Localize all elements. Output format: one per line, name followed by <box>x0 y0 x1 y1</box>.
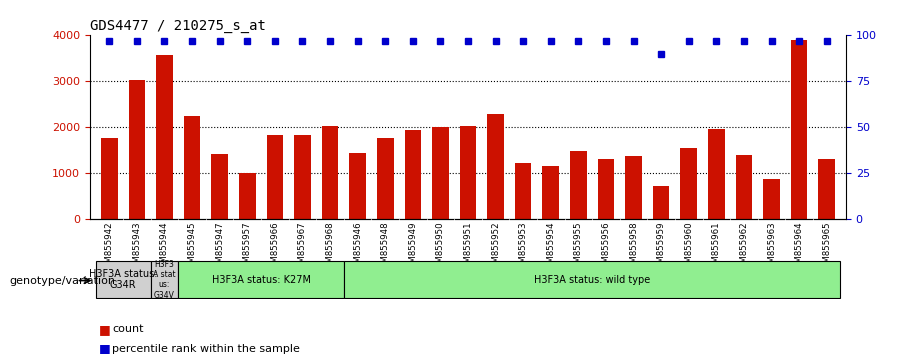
Text: GSM855952: GSM855952 <box>491 222 500 274</box>
Text: GSM855963: GSM855963 <box>767 222 776 274</box>
Bar <box>266 135 284 219</box>
Bar <box>570 152 587 219</box>
Text: genotype/variation: genotype/variation <box>9 276 115 286</box>
Text: GSM855945: GSM855945 <box>187 222 196 274</box>
Text: GSM855965: GSM855965 <box>823 222 832 274</box>
FancyBboxPatch shape <box>95 261 150 298</box>
Bar <box>239 172 256 219</box>
Text: GSM855951: GSM855951 <box>464 222 472 274</box>
Bar <box>460 126 476 219</box>
Text: ■: ■ <box>99 342 111 354</box>
Text: GSM855950: GSM855950 <box>436 222 445 274</box>
Text: GSM855959: GSM855959 <box>657 222 666 274</box>
FancyBboxPatch shape <box>178 261 344 298</box>
Bar <box>184 116 201 219</box>
Text: H3F3A status:
G34R: H3F3A status: G34R <box>89 269 158 291</box>
Text: GSM855961: GSM855961 <box>712 222 721 274</box>
Bar <box>791 40 807 219</box>
Text: GSM855957: GSM855957 <box>243 222 252 274</box>
Text: GSM855949: GSM855949 <box>409 222 418 274</box>
Text: H3F3A status: K27M: H3F3A status: K27M <box>212 275 310 285</box>
Text: GSM855942: GSM855942 <box>104 222 113 274</box>
Text: GSM855960: GSM855960 <box>684 222 693 274</box>
Text: H3F3
A stat
us:
G34V: H3F3 A stat us: G34V <box>153 259 176 300</box>
Text: GSM855956: GSM855956 <box>601 222 610 274</box>
Bar <box>598 159 614 219</box>
Bar <box>626 155 642 219</box>
Bar <box>818 159 835 219</box>
Text: percentile rank within the sample: percentile rank within the sample <box>112 344 301 354</box>
Bar <box>543 166 559 219</box>
Text: GSM855962: GSM855962 <box>740 222 749 274</box>
Text: ■: ■ <box>99 323 111 336</box>
FancyBboxPatch shape <box>150 261 178 298</box>
Bar <box>157 55 173 219</box>
Bar <box>377 138 393 219</box>
Bar <box>487 114 504 219</box>
Bar <box>763 179 779 219</box>
Text: GSM855967: GSM855967 <box>298 222 307 274</box>
Bar <box>432 127 449 219</box>
Text: GSM855944: GSM855944 <box>160 222 169 274</box>
Text: GSM855958: GSM855958 <box>629 222 638 274</box>
Text: GSM855948: GSM855948 <box>381 222 390 274</box>
Text: GSM855968: GSM855968 <box>326 222 335 274</box>
Bar <box>404 130 421 219</box>
Text: GSM855966: GSM855966 <box>270 222 279 274</box>
Text: count: count <box>112 324 144 334</box>
Text: GDS4477 / 210275_s_at: GDS4477 / 210275_s_at <box>90 19 266 33</box>
Bar <box>735 155 752 219</box>
Bar <box>294 135 310 219</box>
Bar <box>101 138 118 219</box>
Bar <box>322 126 338 219</box>
Text: GSM855955: GSM855955 <box>574 222 583 274</box>
Text: GSM855947: GSM855947 <box>215 222 224 274</box>
Bar <box>708 129 725 219</box>
Text: GSM855946: GSM855946 <box>353 222 362 274</box>
Bar <box>515 163 532 219</box>
Text: GSM855943: GSM855943 <box>132 222 141 274</box>
Text: GSM855953: GSM855953 <box>518 222 527 274</box>
Bar <box>652 186 670 219</box>
Text: GSM855964: GSM855964 <box>795 222 804 274</box>
FancyBboxPatch shape <box>344 261 841 298</box>
Text: GSM855954: GSM855954 <box>546 222 555 274</box>
Bar <box>349 153 366 219</box>
Bar <box>680 148 697 219</box>
Bar <box>129 80 145 219</box>
Bar <box>212 154 228 219</box>
Text: H3F3A status: wild type: H3F3A status: wild type <box>534 275 651 285</box>
